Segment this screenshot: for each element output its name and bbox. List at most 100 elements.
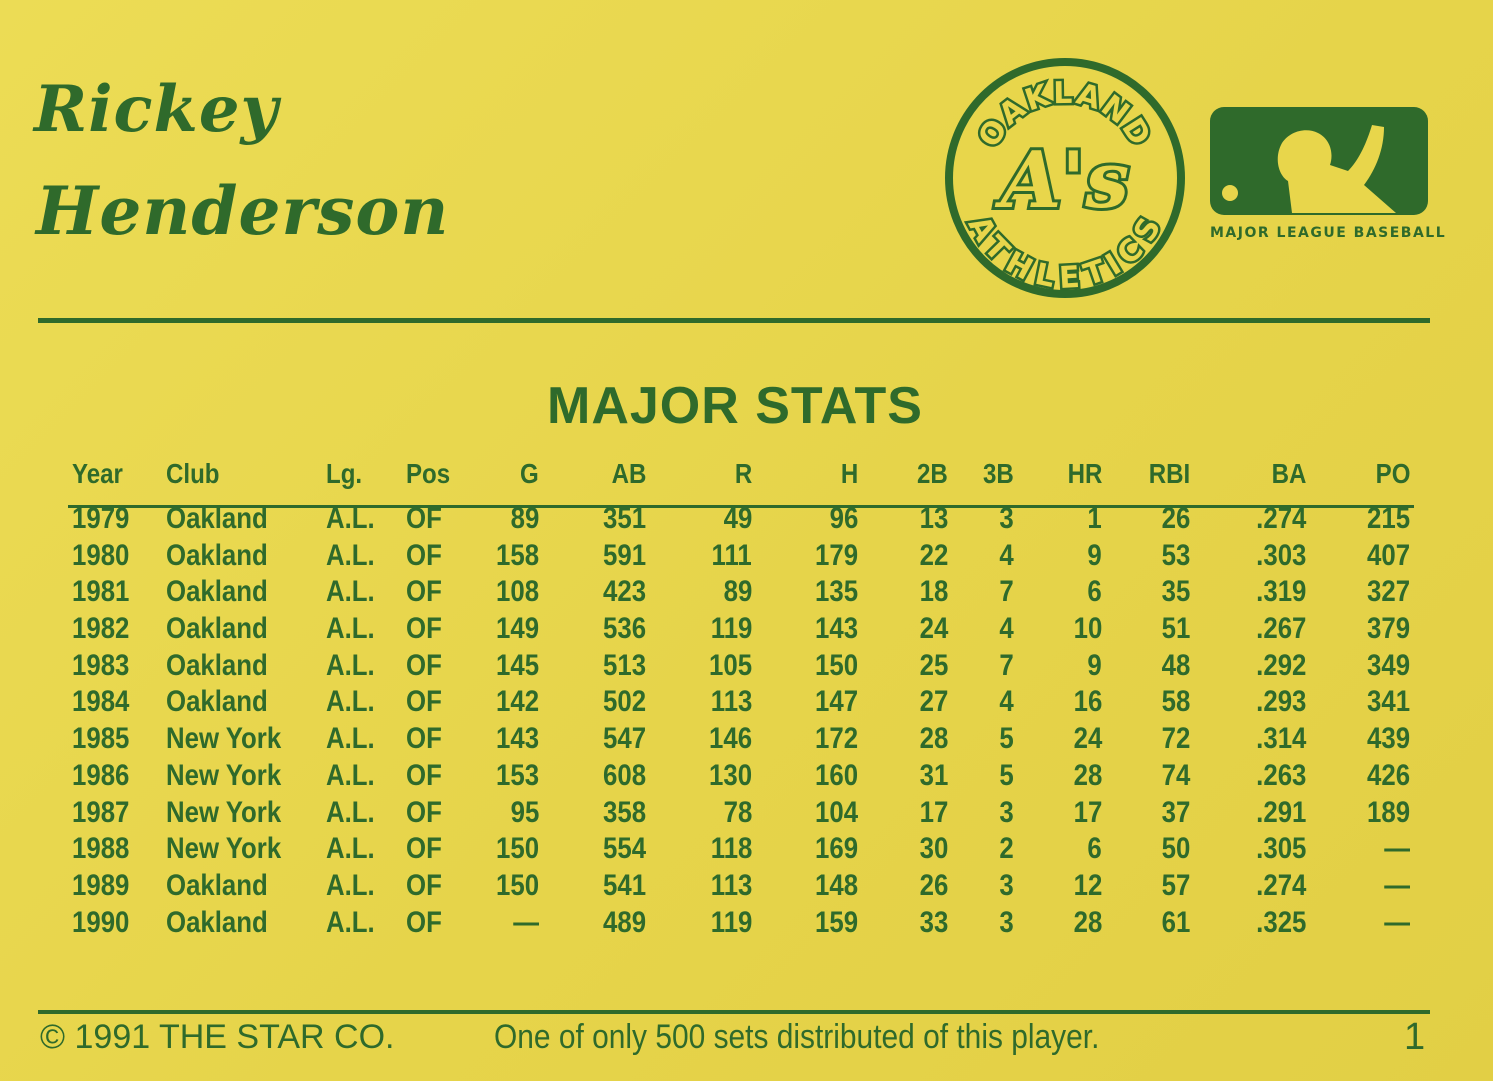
cell-doubles: 28 xyxy=(919,722,948,756)
cell-hits: 147 xyxy=(814,685,858,719)
cell-club: Oakland xyxy=(166,612,268,646)
cell-runs: 105 xyxy=(708,648,752,682)
logo-center-text: A's xyxy=(994,135,1129,226)
cell-doubles: 24 xyxy=(919,612,948,646)
cell-at-bats: 513 xyxy=(602,648,646,682)
cell-putouts: — xyxy=(1384,868,1410,902)
cell-games: 150 xyxy=(495,832,539,866)
cell-position: OF xyxy=(406,722,442,756)
cell-league: A.L. xyxy=(326,722,375,756)
cell-home-runs: 6 xyxy=(1087,575,1102,609)
cell-year: 1981 xyxy=(72,575,130,609)
table-row: 1990 Oakland A.L. OF —489 119 159 33 3 28 61.325— xyxy=(68,906,1414,943)
cell-runs: 78 xyxy=(723,795,752,829)
player-first-name: Rickey xyxy=(34,72,279,147)
table-row: 1988 New York A.L. OF 150 554 118 169 30 2 6 50 .305… xyxy=(68,832,1414,869)
cell-league: A.L. xyxy=(326,795,375,829)
cell-rbi: 74 xyxy=(1161,758,1190,792)
cell-putouts: — xyxy=(1384,832,1410,866)
cell-doubles: 25 xyxy=(919,648,948,682)
header-doubles: 2B xyxy=(917,458,948,489)
cell-doubles: 26 xyxy=(919,868,948,902)
cell-year: 1990 xyxy=(72,905,130,939)
table-row: 1986 New York A.L. OF 153 608 130 160 31 5 28 74 .26… xyxy=(68,759,1414,796)
cell-home-runs: 1 xyxy=(1087,502,1102,535)
section-title: MAJOR STATS xyxy=(547,377,923,435)
cell-club: Oakland xyxy=(166,685,268,719)
cell-at-bats: 423 xyxy=(602,575,646,609)
cell-putouts: 341 xyxy=(1366,685,1410,719)
cell-hits: 150 xyxy=(814,648,858,682)
cell-triples: 5 xyxy=(999,722,1014,756)
cell-runs: 89 xyxy=(723,575,752,609)
cell-position: OF xyxy=(406,612,442,646)
cell-rbi: 48 xyxy=(1161,648,1190,682)
cell-runs: 111 xyxy=(711,538,752,572)
distribution-note: One of only 500 sets distributed of this… xyxy=(494,1018,1100,1056)
cell-position: OF xyxy=(406,832,442,866)
cell-home-runs: 9 xyxy=(1087,648,1102,682)
cell-league: A.L. xyxy=(326,648,375,682)
cell-putouts: 379 xyxy=(1366,612,1410,646)
cell-home-runs: 12 xyxy=(1073,868,1102,902)
cell-year: 1985 xyxy=(72,722,130,756)
cell-doubles: 33 xyxy=(919,905,948,939)
header-triples: 3B xyxy=(983,458,1014,489)
cell-triples: 4 xyxy=(999,685,1014,719)
header-hits: H xyxy=(840,458,858,489)
cell-batting-average: .267 xyxy=(1255,612,1306,646)
header-league: Lg. xyxy=(326,458,363,489)
cell-hits: 104 xyxy=(814,795,858,829)
cell-league: A.L. xyxy=(326,575,375,609)
cell-position: OF xyxy=(406,905,442,939)
cell-triples: 4 xyxy=(999,612,1014,646)
cell-league: A.L. xyxy=(326,685,375,719)
cell-hits: 135 xyxy=(814,575,858,609)
cell-runs: 119 xyxy=(710,612,752,646)
cell-runs: 130 xyxy=(708,758,752,792)
cell-doubles: 17 xyxy=(919,795,948,829)
table-row: 1981 Oakland A.L. OF 108 423 89 135 18 7 6 35 .319 32… xyxy=(68,575,1414,612)
cell-putouts: 426 xyxy=(1366,758,1410,792)
header-rbi: RBI xyxy=(1148,458,1190,489)
cell-at-bats: 536 xyxy=(602,612,646,646)
cell-doubles: 30 xyxy=(919,832,948,866)
cell-year: 1983 xyxy=(72,648,130,682)
cell-hits: 179 xyxy=(814,538,858,572)
cell-batting-average: .305 xyxy=(1255,832,1306,866)
cell-position: OF xyxy=(406,685,442,719)
header-home-runs: HR xyxy=(1067,458,1102,489)
cell-home-runs: 6 xyxy=(1087,832,1102,866)
cell-games: 108 xyxy=(495,575,539,609)
cell-runs: 113 xyxy=(710,685,752,719)
cell-hits: 143 xyxy=(814,612,858,646)
table-row: 1980 Oakland A.L. OF 158 591 111 179 22 4 9 53 .303 4… xyxy=(68,539,1414,576)
cell-batting-average: .325 xyxy=(1255,905,1306,939)
cell-club: New York xyxy=(166,722,282,756)
cell-year: 1982 xyxy=(72,612,130,646)
cell-triples: 3 xyxy=(999,868,1014,902)
cell-league: A.L. xyxy=(326,905,375,939)
bottom-divider xyxy=(38,1010,1430,1014)
cell-year: 1987 xyxy=(72,795,130,829)
cell-club: Oakland xyxy=(166,575,268,609)
cell-position: OF xyxy=(406,648,442,682)
cell-rbi: 37 xyxy=(1161,795,1190,829)
cell-games: 142 xyxy=(495,685,539,719)
header-club: Club xyxy=(166,458,220,489)
cell-club: Oakland xyxy=(166,905,268,939)
cell-triples: 7 xyxy=(999,648,1014,682)
cell-club: New York xyxy=(166,758,282,792)
cell-at-bats: 554 xyxy=(602,832,646,866)
header-batting-average: BA xyxy=(1271,458,1306,489)
cell-league: A.L. xyxy=(326,538,375,572)
cell-batting-average: .319 xyxy=(1255,575,1306,609)
cell-league: A.L. xyxy=(326,868,375,902)
table-header-row: Year Club Lg. Pos G AB R H 2B 3B HR RBI BA PO xyxy=(68,458,1414,502)
cell-position: OF xyxy=(406,868,442,902)
cell-putouts: 189 xyxy=(1366,795,1410,829)
cell-rbi: 50 xyxy=(1161,832,1190,866)
cell-batting-average: .274 xyxy=(1255,868,1306,902)
cell-rbi: 53 xyxy=(1161,538,1190,572)
cell-year: 1980 xyxy=(72,538,130,572)
